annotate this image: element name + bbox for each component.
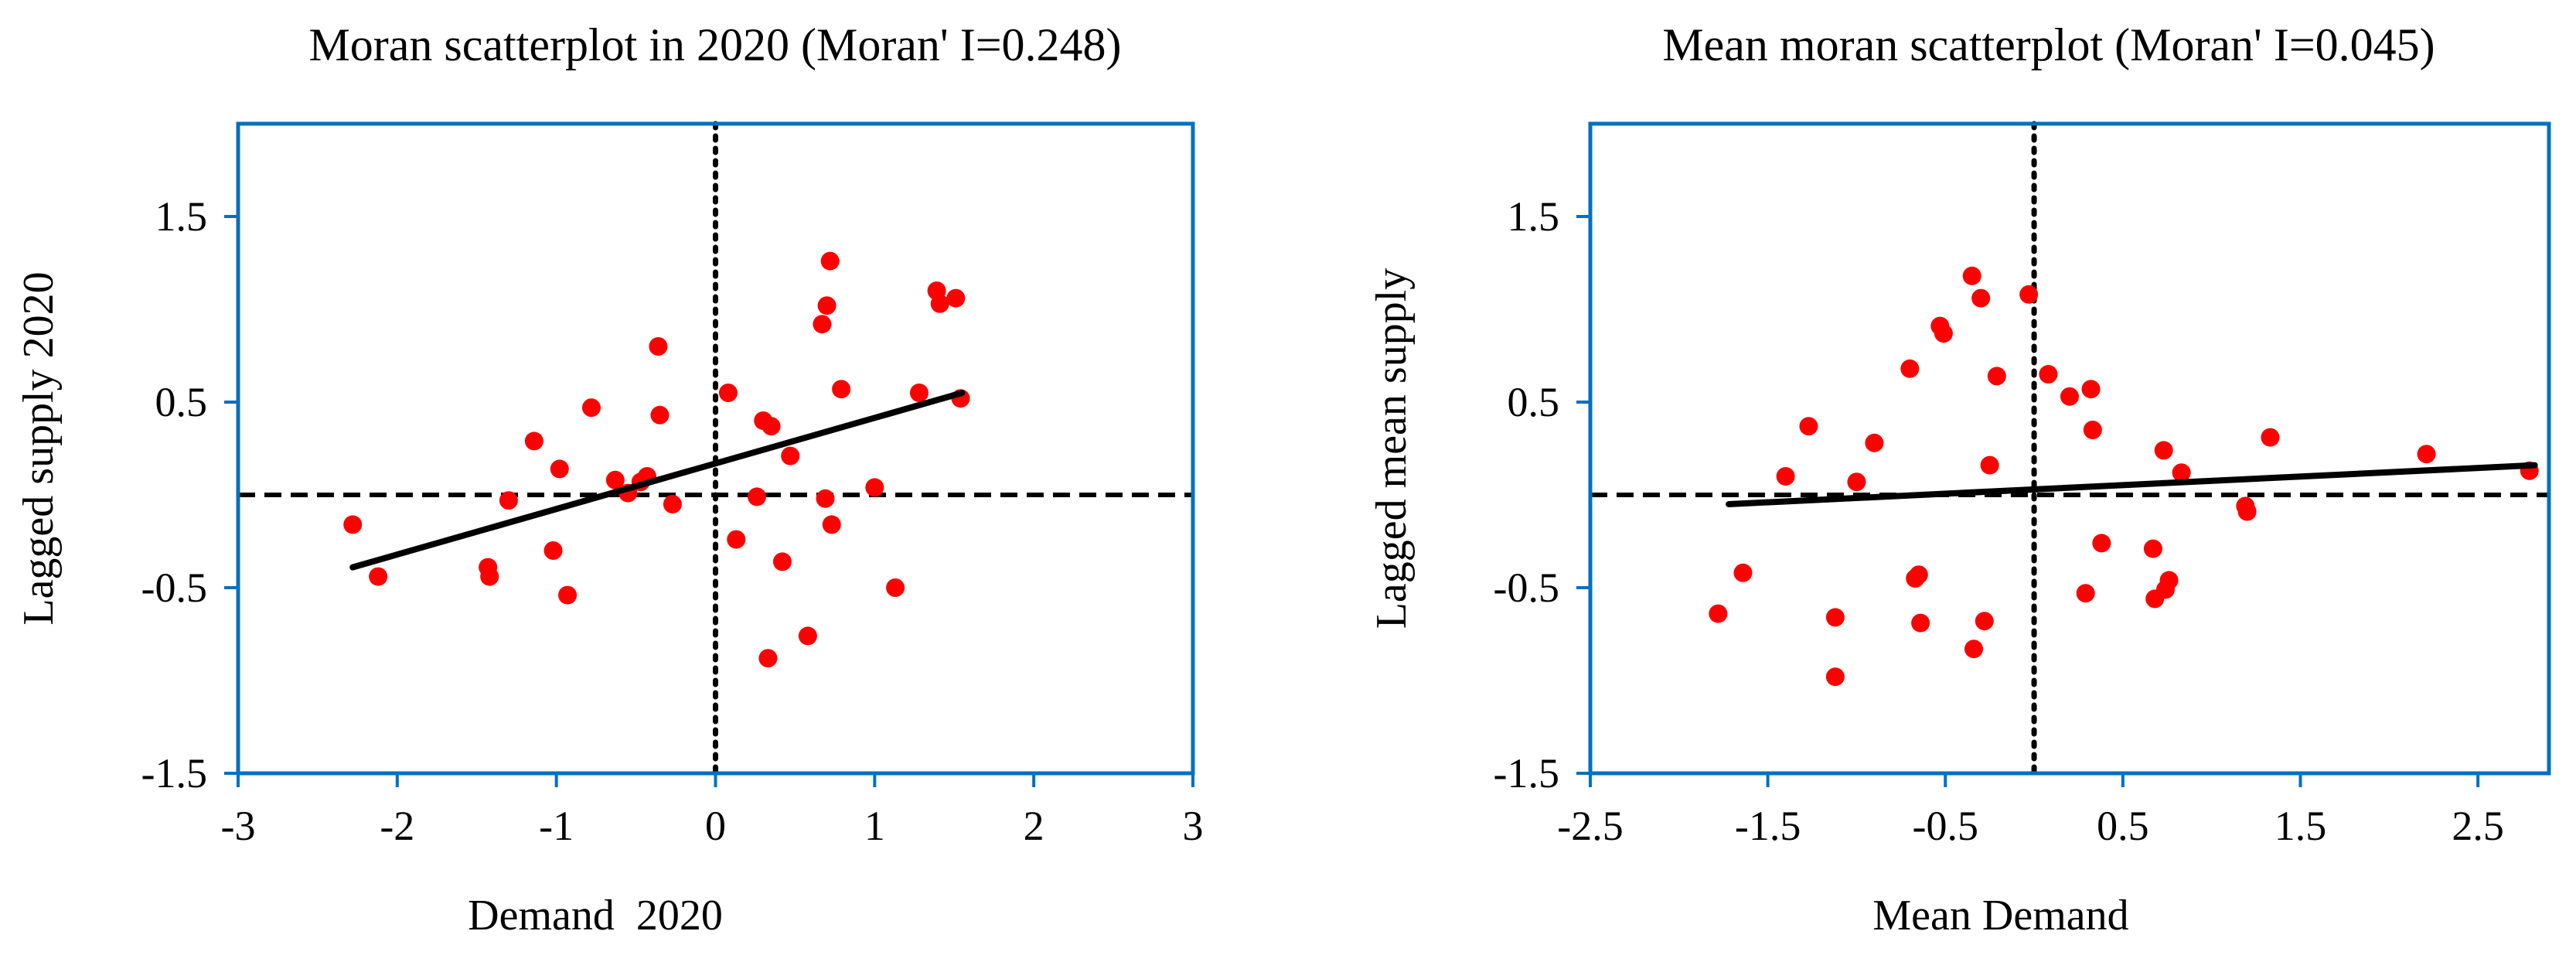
data-point bbox=[2081, 380, 2101, 399]
data-point bbox=[2039, 365, 2058, 384]
left-moran-scatterplot: Moran scatterplot in 2020 (Moran' I=0.24… bbox=[15, 19, 1204, 940]
data-point bbox=[813, 315, 832, 334]
y-tick-label: -0.5 bbox=[141, 564, 207, 611]
x-tick-label: 0 bbox=[705, 803, 726, 849]
x-tick-label: -2 bbox=[380, 803, 414, 849]
data-point bbox=[1709, 604, 1728, 623]
x-axis-label: Mean Demand bbox=[1872, 892, 2128, 940]
x-tick-label: -3 bbox=[221, 803, 256, 849]
data-point bbox=[605, 470, 625, 489]
data-point bbox=[946, 288, 966, 308]
x-tick-label: 2 bbox=[1024, 803, 1044, 849]
data-point bbox=[781, 446, 800, 466]
data-point bbox=[649, 337, 668, 356]
data-point bbox=[909, 384, 929, 402]
data-point bbox=[499, 491, 518, 510]
data-point bbox=[1964, 640, 1983, 659]
data-point bbox=[727, 530, 746, 549]
data-point bbox=[1971, 288, 1991, 308]
x-tick-label: 1 bbox=[864, 803, 885, 849]
x-axis-label: Demand 2020 bbox=[468, 892, 723, 940]
x-tick-label: -2.5 bbox=[1557, 803, 1623, 849]
chart-title: Mean moran scatterplot (Moran' I=0.045) bbox=[1662, 19, 2435, 70]
data-point bbox=[1799, 417, 1818, 436]
data-point bbox=[1847, 472, 1866, 492]
y-tick-label: 1.5 bbox=[155, 193, 208, 240]
y-tick-label: -1.5 bbox=[1494, 750, 1559, 796]
x-tick-label: -1 bbox=[539, 803, 574, 849]
x-tick-label: -1.5 bbox=[1735, 803, 1801, 849]
data-point bbox=[1825, 667, 1845, 687]
data-point bbox=[2083, 421, 2102, 439]
data-point bbox=[758, 649, 778, 668]
data-point bbox=[1909, 565, 1928, 585]
x-tick-label: 0.5 bbox=[2097, 803, 2149, 849]
data-point bbox=[886, 578, 905, 597]
regression-line bbox=[1726, 462, 2538, 507]
data-point bbox=[1733, 563, 1753, 582]
data-point bbox=[2143, 539, 2162, 558]
x-tick-label: 2.5 bbox=[2452, 803, 2504, 849]
data-point bbox=[581, 398, 601, 418]
data-point bbox=[2237, 502, 2257, 521]
data-point bbox=[2417, 445, 2436, 464]
y-tick-label: -1.5 bbox=[141, 750, 207, 796]
x-tick-label: 1.5 bbox=[2274, 803, 2327, 849]
data-point bbox=[663, 495, 682, 513]
y-tick-label: -0.5 bbox=[1494, 564, 1559, 611]
data-point bbox=[798, 626, 817, 646]
x-tick-label: 3 bbox=[1183, 803, 1204, 849]
data-point bbox=[930, 294, 949, 313]
data-point bbox=[2060, 387, 2079, 406]
data-point bbox=[480, 567, 499, 586]
data-point bbox=[2076, 584, 2095, 603]
data-point bbox=[820, 251, 840, 271]
plot-frame bbox=[1588, 121, 2551, 776]
data-point bbox=[718, 384, 738, 402]
data-point bbox=[550, 459, 569, 479]
data-point bbox=[558, 585, 578, 605]
data-point bbox=[2261, 428, 2280, 447]
data-point bbox=[865, 478, 884, 497]
y-tick-label: 1.5 bbox=[1508, 193, 1560, 240]
data-point bbox=[343, 515, 363, 534]
data-point bbox=[2172, 463, 2191, 483]
data-point bbox=[2154, 441, 2173, 460]
data-point bbox=[832, 380, 851, 399]
regression-line bbox=[349, 390, 966, 571]
y-tick-label: 0.5 bbox=[1508, 379, 1560, 425]
data-point bbox=[1825, 608, 1845, 627]
data-point bbox=[524, 431, 543, 451]
data-point bbox=[543, 541, 563, 560]
data-point bbox=[1975, 612, 1994, 631]
chart-title: Moran scatterplot in 2020 (Moran' I=0.24… bbox=[308, 19, 1121, 70]
data-point bbox=[1987, 367, 2006, 386]
data-point bbox=[762, 417, 781, 436]
data-point bbox=[1900, 359, 1920, 378]
y-tick-label: 0.5 bbox=[155, 379, 208, 425]
data-point bbox=[369, 567, 388, 586]
data-point bbox=[1962, 266, 1981, 285]
data-point bbox=[2092, 534, 2111, 553]
data-point bbox=[1911, 613, 1930, 633]
y-axis-label: Lagged mean supply bbox=[1368, 268, 1416, 629]
data-point bbox=[2019, 285, 2039, 304]
data-point bbox=[2159, 571, 2179, 590]
y-axis-label: Lagged supply 2020 bbox=[15, 271, 63, 625]
data-point bbox=[822, 515, 841, 534]
data-point bbox=[650, 405, 670, 425]
data-point bbox=[748, 487, 767, 506]
x-tick-label: -0.5 bbox=[1913, 803, 1978, 849]
right-mean-moran-scatterplot: Mean moran scatterplot (Moran' I=0.045) -… bbox=[1368, 19, 2551, 940]
data-point bbox=[1934, 324, 1953, 343]
data-point bbox=[1776, 467, 1795, 486]
data-point bbox=[816, 489, 835, 508]
data-point bbox=[1980, 455, 1999, 475]
data-point bbox=[772, 552, 792, 571]
data-point bbox=[1865, 433, 1884, 452]
data-point bbox=[817, 296, 837, 315]
